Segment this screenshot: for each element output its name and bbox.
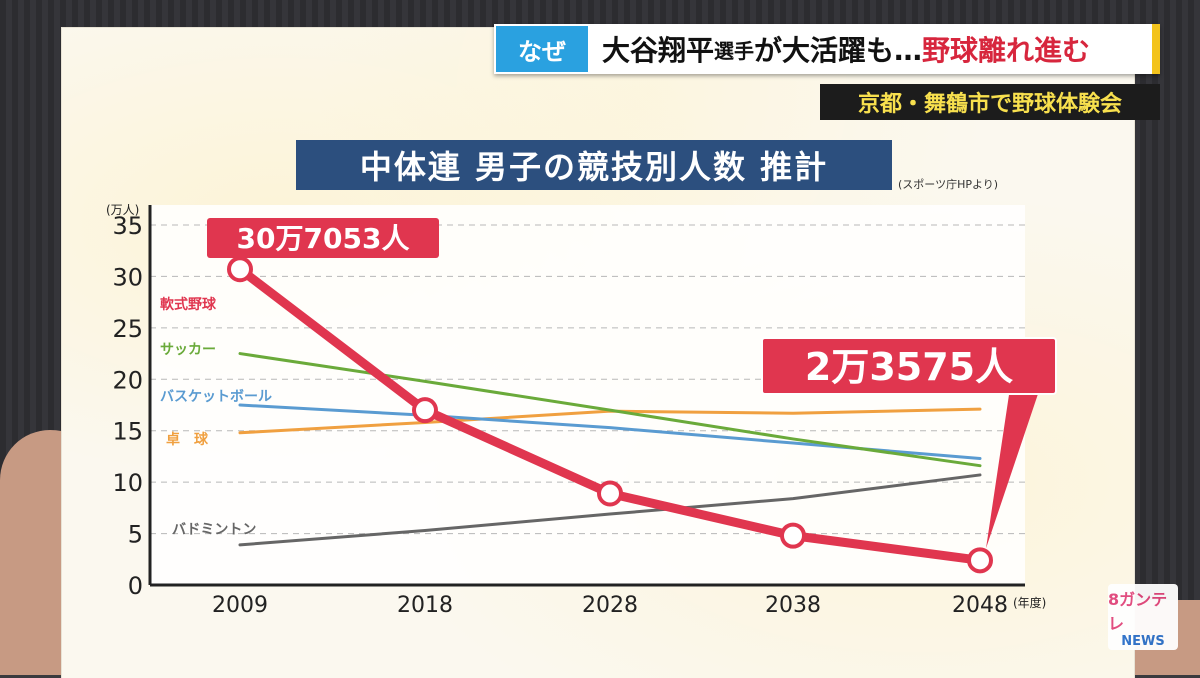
logo-bottom: NEWS	[1121, 633, 1165, 649]
chart-axes: 0 5 10 15 20 25 30 35(万人) 2009 2018 2028 2038 2048 (年…	[106, 203, 1046, 618]
callout-box	[761, 337, 1057, 395]
series-line-1	[238, 352, 982, 468]
chart-annotations: 30万7053人 2万3575人	[207, 218, 1057, 549]
logo-top: 8ガンテレ	[1108, 589, 1168, 633]
x-axis-unit: (年度)	[1013, 595, 1046, 610]
x-tick-label: 2038	[765, 593, 821, 618]
headline-part4: 野球離れ進む	[922, 34, 1091, 67]
headline-part2: 選手	[714, 38, 755, 63]
y-tick-label: 15	[112, 418, 143, 446]
baseball-point	[412, 397, 438, 424]
banner-headline: 大谷翔平 選手 が大活躍も… 野球離れ進む	[590, 24, 1160, 74]
callout-label: 2万3575人	[805, 345, 1013, 389]
x-tick-label: 2028	[582, 593, 638, 618]
baseball-point	[597, 480, 623, 507]
headline-banner: なぜ 大谷翔平 選手 が大活躍も… 野球離れ進む	[494, 24, 1160, 74]
y-tick-label: 0	[128, 572, 143, 600]
series-label: 卓 球	[166, 431, 209, 448]
callout-pointer	[986, 388, 1040, 549]
chart-title: 中体連 男子の競技別人数 推計	[296, 140, 892, 190]
callout-label: 30万7053人	[237, 222, 410, 255]
x-tick-label: 2018	[397, 593, 453, 618]
y-axis-unit: (万人)	[106, 203, 139, 217]
y-tick-label: 35	[112, 212, 143, 240]
headline-part1: 大谷翔平	[602, 34, 715, 67]
y-tick-label: 10	[112, 469, 143, 497]
baseball-point	[967, 547, 993, 574]
series-label: 軟式野球	[160, 296, 217, 313]
series-label: バスケットボール	[160, 389, 272, 405]
y-tick-label: 30	[112, 263, 143, 291]
headline-part3: が大活躍も…	[754, 34, 923, 67]
series-label: バドミントン	[172, 522, 256, 538]
y-tick-label: 20	[112, 366, 143, 394]
series-label: サッカー	[160, 342, 216, 358]
y-tick-label: 5	[128, 521, 143, 549]
chart-source: (スポーツ庁HPより)	[898, 178, 999, 191]
y-tick-label: 25	[112, 315, 143, 343]
baseball-point	[227, 256, 253, 283]
channel-logo: 8ガンテレ NEWS	[1108, 584, 1178, 650]
x-tick-label: 2009	[212, 593, 268, 618]
baseball-point	[780, 522, 806, 549]
sub-banner: 京都・舞鶴市で野球体験会	[820, 84, 1160, 120]
x-tick-label: 2048	[952, 593, 1008, 618]
callout-box	[207, 218, 439, 258]
chart-lines	[227, 256, 993, 574]
banner-tag: なぜ	[494, 24, 590, 74]
series-line-4	[238, 473, 982, 547]
